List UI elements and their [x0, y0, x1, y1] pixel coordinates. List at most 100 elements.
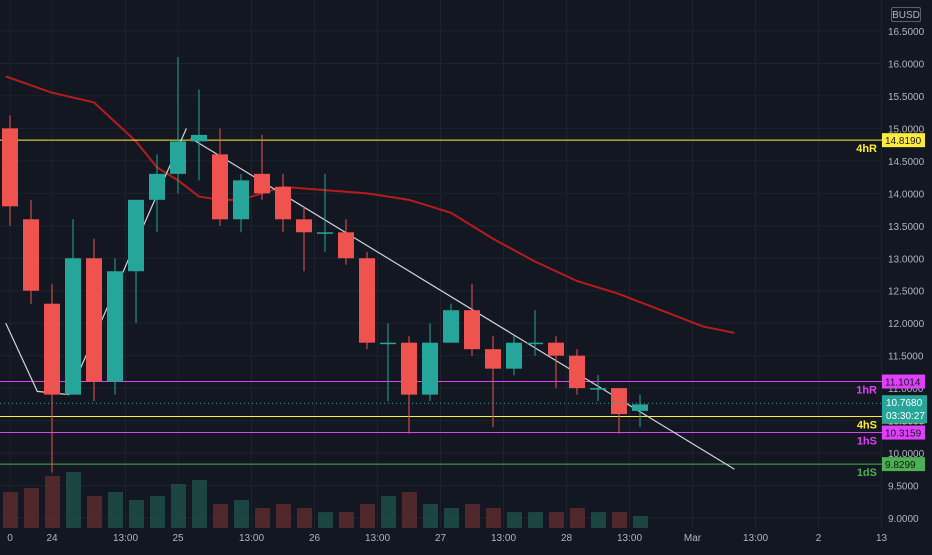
volume-bar	[171, 484, 186, 528]
candle-body	[632, 404, 648, 411]
y-tick-label: 10.0000	[888, 449, 925, 460]
candle-body	[569, 355, 585, 389]
volume-bar	[549, 512, 564, 528]
x-tick-label: 0	[7, 533, 13, 544]
candle-body	[401, 342, 417, 395]
candle-body	[212, 154, 228, 220]
candle-body	[254, 173, 270, 194]
current-price-label: 10.7680	[886, 398, 923, 409]
volume-bar	[444, 508, 459, 528]
level-price-label: 10.3159	[885, 429, 922, 440]
level-name-1hS: 1hS	[857, 436, 877, 448]
y-tick-label: 14.0000	[888, 189, 925, 200]
candle-body	[506, 342, 522, 369]
x-tick-label: 28	[561, 533, 573, 544]
candle-body	[128, 199, 144, 272]
y-tick-label: 11.5000	[888, 352, 924, 363]
volume-bar	[612, 512, 627, 528]
candle-body	[464, 310, 480, 350]
x-tick-label: 26	[309, 533, 321, 544]
level-price-label: 14.8190	[885, 136, 922, 147]
candle-body	[317, 232, 333, 234]
candle-body	[107, 271, 123, 382]
candle-body	[191, 134, 207, 142]
y-tick-label: 16.0000	[888, 59, 925, 70]
volume-bar	[570, 508, 585, 528]
volume-bar	[129, 500, 144, 528]
y-tick-label: 12.0000	[888, 319, 925, 330]
trendline	[190, 137, 735, 470]
x-tick-label: 2	[816, 533, 822, 544]
volume-bar	[339, 512, 354, 528]
volume-bar	[633, 516, 648, 528]
volume-bar	[150, 496, 165, 528]
candle-body	[338, 232, 354, 259]
y-tick-label: 15.5000	[888, 92, 925, 103]
candle-body	[527, 342, 543, 345]
volume-bar	[297, 508, 312, 528]
candle-body	[233, 180, 249, 220]
candle-body	[23, 219, 39, 291]
candle-body	[275, 186, 291, 220]
x-tick-label: 13	[876, 533, 888, 544]
level-price-badge	[882, 133, 925, 148]
x-tick-label: 13:00	[113, 533, 138, 544]
x-tick-label: 13:00	[491, 533, 516, 544]
level-name-1hR: 1hR	[856, 385, 877, 397]
y-tick-label: 9.5000	[888, 482, 919, 493]
volume-bar	[192, 480, 207, 528]
volume-bar	[108, 492, 123, 528]
y-tick-label: 15.0000	[888, 124, 925, 135]
y-tick-label: 14.5000	[888, 157, 925, 168]
x-tick-label: 13:00	[365, 533, 390, 544]
volume-bar	[255, 508, 270, 528]
x-tick-label: 13:00	[617, 533, 642, 544]
level-name-1dS: 1dS	[857, 467, 877, 479]
price-axis: 16.5000 16.0000 15.5000 15.0000 14.5000 14.00…	[882, 27, 927, 525]
x-tick-label: 13:00	[743, 533, 768, 544]
gridlines	[0, 0, 882, 528]
y-tick-label: 13.5000	[888, 222, 925, 233]
volume-bar	[318, 512, 333, 528]
candle-body	[380, 342, 396, 345]
candle-body	[590, 388, 606, 390]
volume-bar	[591, 512, 606, 528]
candle-body	[2, 128, 18, 207]
candle-body	[485, 349, 501, 369]
x-tick-label: 27	[435, 533, 447, 544]
x-tick-label: 13:00	[239, 533, 264, 544]
time-axis: 0 24 13:00 25 13:00 26 13:00 27 13:00 28 13:00 Mar 1…	[7, 533, 887, 544]
volume-bar	[66, 472, 81, 528]
volume-bar	[276, 504, 291, 528]
candle-body	[611, 388, 627, 415]
y-tick-label: 16.5000	[888, 27, 925, 38]
x-tick-label: 25	[172, 533, 184, 544]
volume-bars	[3, 472, 648, 528]
level-price-badge	[882, 374, 925, 389]
volume-bar	[45, 476, 60, 528]
candle-body	[548, 342, 564, 356]
candle-body	[149, 173, 165, 200]
volume-bar	[507, 512, 522, 528]
level-price-label: 11.1014	[885, 378, 921, 389]
level-name-4hR: 4hR	[856, 143, 877, 155]
level-name-4hS: 4hS	[857, 420, 877, 432]
candle-body	[86, 258, 102, 382]
volume-bar	[87, 496, 102, 528]
currency-label[interactable]: BUSD	[891, 7, 921, 22]
volume-bar	[528, 512, 543, 528]
candle-body	[443, 310, 459, 343]
volume-bar	[402, 492, 417, 528]
countdown-label: 03:30:27	[886, 411, 925, 422]
y-tick-label: 12.5000	[888, 287, 925, 298]
volume-bar	[486, 508, 501, 528]
volume-bar	[213, 504, 228, 528]
current-price-badge	[882, 395, 927, 424]
volume-bar	[465, 504, 480, 528]
volume-bar	[24, 488, 39, 528]
x-tick-label: Mar	[684, 533, 702, 544]
candle-body	[170, 141, 186, 174]
candles	[2, 56, 648, 473]
